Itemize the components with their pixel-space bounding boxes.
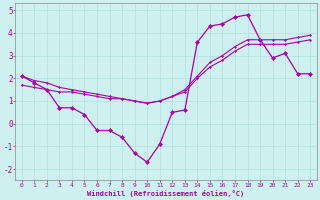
X-axis label: Windchill (Refroidissement éolien,°C): Windchill (Refroidissement éolien,°C) — [87, 190, 244, 197]
